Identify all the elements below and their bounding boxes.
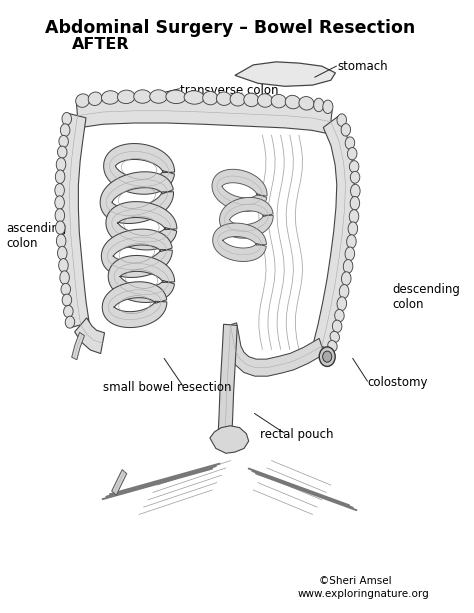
- Ellipse shape: [61, 283, 71, 295]
- Ellipse shape: [345, 247, 355, 261]
- Text: AFTER: AFTER: [72, 37, 129, 52]
- Ellipse shape: [345, 137, 355, 149]
- Polygon shape: [112, 470, 127, 495]
- Ellipse shape: [332, 320, 342, 332]
- Ellipse shape: [341, 124, 351, 136]
- Ellipse shape: [244, 93, 259, 107]
- Text: stomach: stomach: [337, 59, 388, 72]
- Ellipse shape: [55, 196, 64, 209]
- Ellipse shape: [55, 183, 64, 197]
- Ellipse shape: [88, 92, 102, 105]
- Ellipse shape: [134, 90, 151, 103]
- Ellipse shape: [184, 91, 204, 104]
- Ellipse shape: [60, 124, 70, 137]
- Ellipse shape: [55, 221, 65, 234]
- Ellipse shape: [230, 93, 245, 106]
- Ellipse shape: [57, 146, 67, 158]
- Ellipse shape: [347, 148, 357, 160]
- Polygon shape: [108, 256, 174, 302]
- Polygon shape: [235, 62, 336, 86]
- Ellipse shape: [76, 94, 90, 107]
- Ellipse shape: [299, 96, 314, 110]
- Ellipse shape: [323, 351, 332, 362]
- Polygon shape: [76, 99, 332, 134]
- Ellipse shape: [350, 197, 360, 210]
- Polygon shape: [100, 172, 173, 224]
- Ellipse shape: [101, 91, 119, 104]
- Polygon shape: [101, 229, 173, 278]
- Polygon shape: [313, 116, 354, 350]
- Text: Abdominal Surgery – Bowel Resection: Abdominal Surgery – Bowel Resection: [46, 19, 416, 37]
- Text: descending
colon: descending colon: [392, 283, 460, 311]
- Ellipse shape: [337, 114, 346, 126]
- Ellipse shape: [203, 91, 218, 105]
- Ellipse shape: [346, 235, 356, 248]
- Ellipse shape: [348, 222, 358, 235]
- Polygon shape: [72, 332, 84, 360]
- Ellipse shape: [319, 347, 335, 367]
- Ellipse shape: [118, 90, 135, 104]
- Polygon shape: [74, 318, 105, 354]
- Ellipse shape: [337, 297, 346, 311]
- Polygon shape: [224, 323, 324, 376]
- Ellipse shape: [60, 271, 69, 284]
- Ellipse shape: [56, 158, 66, 171]
- Polygon shape: [219, 197, 273, 238]
- Ellipse shape: [65, 316, 75, 328]
- Ellipse shape: [343, 259, 353, 273]
- Ellipse shape: [62, 294, 72, 306]
- Ellipse shape: [271, 94, 286, 108]
- Polygon shape: [213, 223, 266, 262]
- Text: rectal pouch: rectal pouch: [260, 428, 334, 441]
- Ellipse shape: [349, 161, 359, 172]
- Text: www.exploringnature.org: www.exploringnature.org: [298, 589, 430, 599]
- Text: ©Sheri Amsel: ©Sheri Amsel: [319, 576, 392, 585]
- Ellipse shape: [350, 172, 360, 183]
- Polygon shape: [102, 282, 167, 327]
- Ellipse shape: [64, 305, 73, 318]
- Ellipse shape: [349, 210, 359, 223]
- Ellipse shape: [323, 100, 333, 113]
- Ellipse shape: [285, 96, 301, 109]
- Text: small bowel resection: small bowel resection: [102, 381, 231, 394]
- Polygon shape: [106, 202, 177, 250]
- Text: colostomy: colostomy: [367, 376, 428, 389]
- Text: transverse colon: transverse colon: [180, 84, 279, 97]
- Ellipse shape: [351, 185, 360, 198]
- Polygon shape: [104, 143, 174, 194]
- Ellipse shape: [150, 90, 167, 103]
- Ellipse shape: [257, 94, 273, 107]
- Polygon shape: [210, 426, 249, 453]
- Text: ascending
colon: ascending colon: [7, 222, 67, 250]
- Ellipse shape: [341, 272, 351, 286]
- Ellipse shape: [62, 112, 72, 125]
- Polygon shape: [61, 113, 89, 327]
- Ellipse shape: [339, 284, 349, 299]
- Ellipse shape: [217, 92, 231, 105]
- Ellipse shape: [56, 234, 66, 248]
- Ellipse shape: [314, 98, 324, 112]
- Ellipse shape: [335, 310, 344, 322]
- Ellipse shape: [55, 170, 65, 183]
- Polygon shape: [212, 169, 267, 211]
- Ellipse shape: [55, 208, 64, 222]
- Ellipse shape: [328, 340, 337, 351]
- Ellipse shape: [59, 135, 68, 147]
- Ellipse shape: [57, 246, 67, 260]
- Ellipse shape: [166, 90, 186, 104]
- Polygon shape: [218, 324, 237, 436]
- Ellipse shape: [59, 259, 68, 272]
- Ellipse shape: [330, 332, 339, 342]
